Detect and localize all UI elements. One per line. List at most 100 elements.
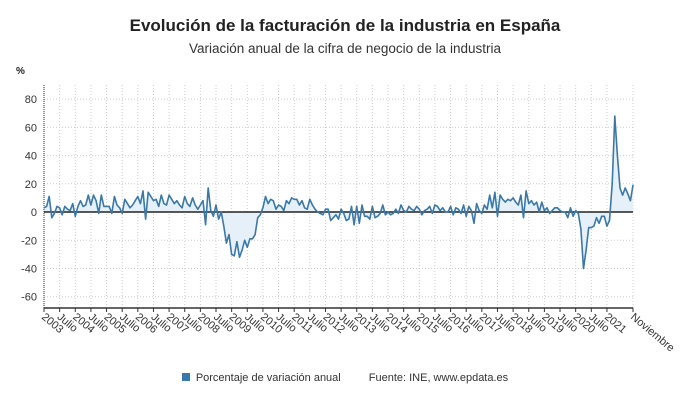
- data-point: [158, 205, 160, 207]
- data-point: [567, 217, 569, 219]
- data-point: [257, 217, 259, 219]
- data-point: [270, 198, 272, 200]
- data-point: [356, 205, 358, 207]
- data-point: [541, 201, 543, 203]
- data-point: [314, 208, 316, 210]
- data-point: [366, 215, 368, 217]
- data-point: [51, 217, 53, 219]
- data-point: [416, 205, 418, 207]
- data-point: [616, 155, 619, 157]
- data-point: [502, 198, 504, 200]
- data-point: [491, 207, 493, 209]
- data-point: [181, 207, 183, 209]
- data-point: [457, 208, 459, 210]
- y-tick-label: -20: [21, 235, 37, 247]
- data-point: [212, 215, 214, 217]
- data-point: [473, 222, 475, 224]
- data-point: [103, 205, 105, 207]
- data-point: [481, 212, 483, 214]
- data-point: [452, 214, 454, 216]
- data-point: [494, 191, 496, 193]
- data-point: [442, 207, 444, 209]
- data-point: [142, 190, 144, 192]
- data-point: [572, 215, 574, 217]
- y-tick-label: 0: [31, 207, 37, 219]
- chart-title: Evolución de la facturación de la indust…: [129, 16, 561, 35]
- x-tick-label: 2021: [602, 311, 628, 336]
- y-tick-label: 60: [25, 122, 37, 134]
- data-point: [608, 219, 611, 222]
- data-point: [288, 203, 290, 205]
- data-point: [423, 210, 426, 212]
- data-point: [98, 212, 100, 214]
- data-point: [220, 211, 222, 213]
- data-point: [116, 204, 118, 206]
- data-point: [390, 214, 392, 216]
- data-point: [244, 239, 246, 241]
- data-point: [564, 211, 566, 213]
- data-point: [444, 211, 446, 213]
- data-point: [124, 198, 126, 200]
- data-point: [90, 204, 92, 206]
- data-point: [595, 217, 598, 219]
- legend-swatch: [181, 373, 190, 381]
- data-point: [324, 208, 327, 210]
- data-point: [59, 207, 61, 209]
- data-point: [450, 205, 452, 207]
- data-point: [400, 204, 402, 206]
- data-point: [280, 205, 282, 207]
- data-point: [629, 200, 632, 202]
- data-point: [327, 208, 329, 210]
- data-point: [515, 201, 517, 203]
- data-point: [569, 207, 572, 209]
- data-point: [632, 184, 634, 186]
- data-point: [134, 200, 136, 202]
- data-point: [285, 200, 287, 202]
- data-point: [85, 204, 87, 206]
- data-point: [223, 225, 225, 227]
- series-area: [44, 116, 633, 269]
- data-point: [337, 218, 340, 220]
- data-point: [421, 214, 423, 216]
- data-point: [496, 215, 499, 217]
- data-point: [507, 198, 509, 200]
- data-point: [525, 190, 527, 192]
- data-point: [254, 234, 256, 236]
- data-point: [319, 212, 321, 214]
- data-point: [543, 210, 546, 212]
- y-axis-unit: %: [16, 66, 25, 77]
- data-point: [207, 187, 209, 189]
- data-point: [559, 210, 561, 212]
- data-point: [228, 234, 230, 236]
- data-point: [168, 194, 170, 196]
- data-point: [322, 214, 324, 216]
- data-point: [218, 218, 220, 220]
- data-point: [48, 195, 50, 198]
- data-point: [275, 208, 277, 210]
- data-point: [468, 205, 470, 207]
- data-point: [598, 222, 600, 224]
- data-point: [189, 205, 191, 207]
- data-point: [330, 219, 332, 222]
- data-point: [160, 194, 162, 196]
- data-point: [233, 255, 235, 257]
- data-point: [259, 214, 261, 216]
- data-point: [178, 204, 181, 206]
- data-point: [335, 214, 337, 216]
- data-point: [590, 227, 592, 229]
- data-point: [56, 205, 58, 207]
- data-point: [392, 212, 394, 214]
- data-point: [395, 208, 397, 210]
- data-point: [137, 195, 139, 198]
- data-point: [622, 194, 624, 196]
- data-point: [554, 207, 556, 209]
- data-point: [588, 227, 590, 229]
- data-point: [509, 200, 512, 202]
- data-point: [536, 201, 538, 203]
- data-point: [343, 212, 345, 214]
- data-point: [66, 208, 69, 210]
- data-point: [403, 210, 405, 212]
- data-point: [108, 205, 110, 207]
- data-point: [74, 215, 76, 217]
- data-point: [264, 195, 267, 198]
